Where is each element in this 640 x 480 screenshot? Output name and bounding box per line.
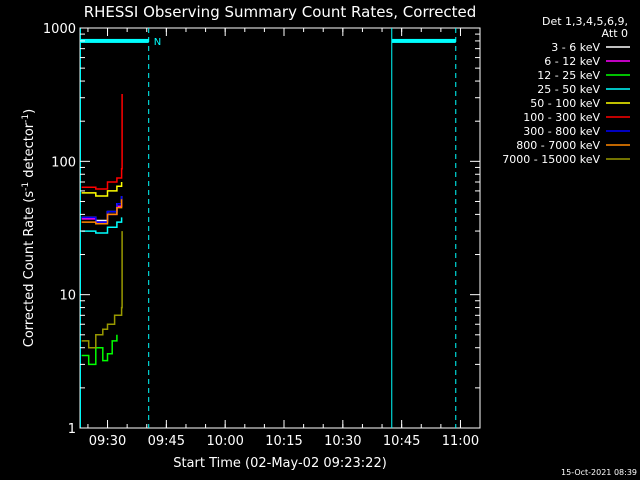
series-line-3 [81, 217, 123, 234]
plot-border [79, 27, 481, 429]
y-tick-label: 1 [68, 422, 76, 437]
x-tick-label: 10:00 [206, 434, 243, 449]
series-line-8 [81, 231, 123, 349]
legend-label: 100 - 300 keV [523, 111, 600, 124]
legend-header: Att 0 [602, 27, 628, 40]
series-line-6 [81, 196, 123, 223]
series-line-7 [81, 199, 123, 225]
legend-label: 25 - 50 keV [537, 83, 600, 96]
timestamp: 15-Oct-2021 08:39 [561, 468, 637, 477]
legend-label: 50 - 100 keV [530, 97, 600, 110]
series-line-2 [81, 334, 118, 366]
legend-header: Det 1,3,4,5,6,9, [542, 15, 628, 28]
x-tick-label: 09:45 [148, 434, 185, 449]
chart-title: RHESSI Observing Summary Count Rates, Co… [84, 3, 477, 21]
axis-ticks: 09:30 09:45 10:00 10:15 10:30 10:45 11:00 1 10 10… [43, 22, 480, 449]
y-label-mid: detector [22, 122, 37, 182]
x-tick-label: 10:30 [324, 434, 361, 449]
x-tick-label: 10:15 [265, 434, 302, 449]
y-label-sup2: -1 [21, 114, 31, 123]
legend-label: 800 - 7000 keV [516, 139, 600, 152]
n-marker-label: N [154, 37, 161, 48]
legend-label: 6 - 12 keV [544, 55, 600, 68]
series-line-5 [81, 94, 123, 190]
legend-label: 12 - 25 keV [537, 69, 600, 82]
observing-markers: N [79, 28, 457, 428]
series-line-4 [81, 182, 123, 197]
y-axis-label: Corrected Count Rate (s-1 detector-1) [21, 109, 37, 347]
y-tick-label: 100 [51, 155, 76, 170]
y-tick-label: 1000 [43, 22, 76, 37]
y-label-sup1: -1 [21, 182, 31, 191]
plot-frame [79, 27, 481, 429]
legend-label: 7000 - 15000 keV [502, 153, 600, 166]
y-label-end: ) [22, 109, 37, 114]
x-tick-label: 09:30 [89, 434, 126, 449]
x-tick-label: 11:00 [442, 434, 479, 449]
legend-label: 300 - 800 keV [523, 125, 600, 138]
coverage-bar [391, 38, 456, 43]
x-axis-label: Start Time (02-May-02 09:23:22) [173, 456, 387, 471]
series-line-1 [81, 199, 123, 223]
y-tick-label: 10 [59, 289, 76, 304]
x-tick-label: 10:45 [383, 434, 420, 449]
legend-label: 3 - 6 keV [551, 41, 600, 54]
y-label-main: Corrected Count Rate (s [22, 191, 37, 348]
coverage-bar [80, 38, 149, 43]
series-lines [81, 94, 123, 366]
